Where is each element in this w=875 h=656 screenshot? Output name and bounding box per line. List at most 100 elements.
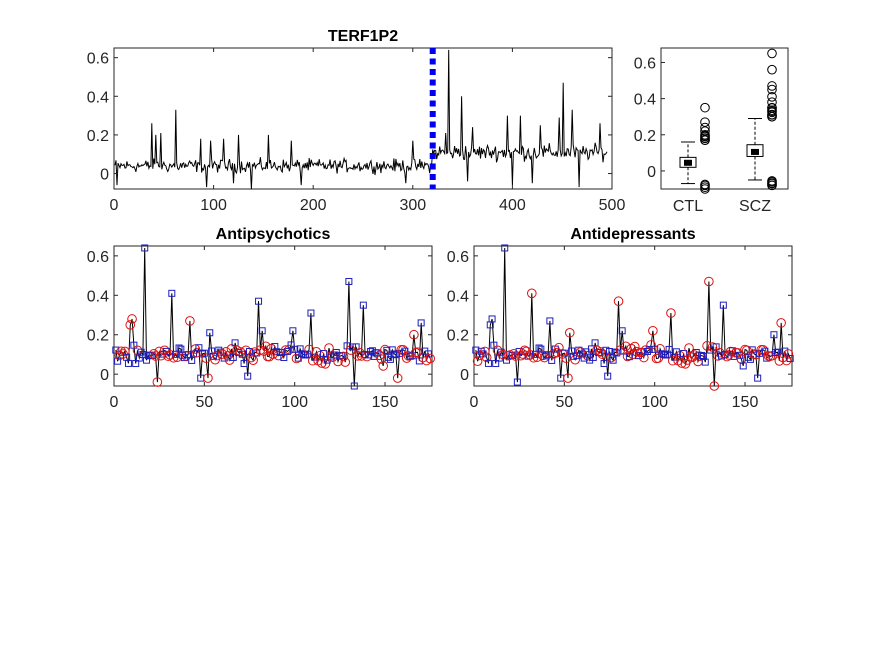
antidepressants-square-marker: [662, 351, 670, 359]
antidepressants-square-marker: [671, 353, 679, 361]
antipsychotics-square-marker: [349, 343, 356, 351]
box-outlier: [700, 184, 710, 194]
antipsychotics-square-marker: [171, 350, 179, 358]
antidepressants-xtick-label: 50: [555, 394, 573, 411]
antidepressants-circle-marker: [725, 346, 736, 357]
antidepressants-circle-marker: [570, 354, 580, 365]
box-ytick-label: 0: [647, 164, 656, 181]
antidepressants-square-marker: [625, 353, 633, 361]
antipsychotics-circle-marker: [409, 329, 419, 340]
antidepressants-square-marker: [663, 350, 671, 358]
antidepressants-frame: [473, 245, 793, 387]
antipsychotics-square-marker: [417, 319, 425, 327]
antidepressants-square-marker: [569, 352, 577, 360]
main-ytick-label: 0.6: [87, 51, 109, 68]
antipsychotics-circle-marker: [120, 346, 130, 357]
antidepressants-square-marker: [492, 360, 500, 368]
antipsychotics-square-marker: [206, 329, 214, 337]
antipsychotics-square-marker: [229, 353, 237, 361]
box-outlier: [767, 48, 777, 59]
antipsychotics-square-marker: [200, 349, 208, 357]
antipsychotics-circle-marker: [340, 357, 351, 367]
antidepressants-square-marker: [781, 347, 789, 355]
antipsychotics-square-marker: [298, 350, 306, 358]
antidepressants-circle-marker: [622, 351, 633, 362]
antidepressants-square-marker: [535, 344, 543, 352]
antipsychotics-circle-marker: [425, 353, 435, 364]
antipsychotics-square-marker: [280, 354, 288, 362]
antipsychotics-square-marker: [395, 349, 403, 357]
antidepressants-circle-marker: [684, 343, 694, 353]
antipsychotics-square-marker: [175, 344, 183, 352]
antidepressants-square-marker: [611, 348, 619, 356]
antidepressants-ytick-label: 0: [460, 367, 469, 384]
antipsychotics-circle-marker: [291, 353, 302, 364]
main-xtick-label: 500: [599, 197, 626, 214]
antidepressants-circle-marker: [695, 351, 705, 361]
antidepressants-circle-marker: [751, 349, 761, 360]
antipsychotics-square-marker: [287, 341, 295, 349]
antipsychotics-circle-marker: [125, 320, 136, 330]
antidepressants-circle-marker: [613, 296, 624, 307]
main-frame: [113, 47, 613, 190]
antipsychotics-square-marker: [246, 348, 254, 356]
box-outlier: [700, 117, 710, 127]
antipsychotics-title: Antipsychotics: [216, 226, 331, 243]
antidepressants-square-marker: [770, 331, 778, 339]
antipsychotics-circle-marker: [324, 343, 334, 353]
antipsychotics-circle-marker: [307, 355, 318, 366]
antidepressants-square-marker: [548, 356, 556, 364]
antipsychotics-square-marker: [311, 353, 319, 361]
box-outlier: [767, 107, 777, 118]
antidepressants-square-marker: [754, 374, 762, 382]
antipsychotics-xtick-label: 0: [110, 394, 119, 411]
antipsychotics-square-marker: [271, 343, 279, 351]
antipsychotics-circle-marker: [260, 341, 271, 352]
antipsychotics-square-marker: [367, 348, 375, 356]
antipsychotics-square-marker: [359, 301, 367, 309]
antipsychotics-square-marker: [208, 347, 216, 355]
main-series-line: [114, 49, 608, 190]
antidepressants-square-marker: [680, 349, 688, 357]
main-xtick-label: 400: [499, 197, 526, 214]
antipsychotics-circle-marker: [315, 350, 325, 361]
box-outlier: [767, 105, 777, 115]
antidepressants-circle-marker: [472, 356, 483, 367]
antipsychotics-circle-marker: [338, 351, 349, 362]
antidepressants-circle-marker: [774, 356, 785, 366]
antipsychotics-square-marker: [240, 360, 248, 368]
antipsychotics-square-marker: [350, 382, 358, 390]
antipsychotics-circle-marker: [392, 373, 403, 383]
antipsychotics-ytick-label: 0.4: [87, 288, 109, 305]
antipsychotics-circle-marker: [284, 344, 295, 355]
antidepressants-square-marker: [604, 372, 612, 380]
antidepressants-circle-marker: [655, 344, 665, 354]
box-outlier: [767, 84, 777, 95]
antipsychotics-square-marker: [388, 346, 396, 354]
antidepressants-xtick-label: 100: [641, 394, 668, 411]
box-ytick-label: 0.4: [634, 92, 656, 109]
antidepressants-circle-marker: [702, 341, 712, 351]
antidepressants-xtick-label: 150: [732, 394, 759, 411]
antipsychotics-axes: 0 0.2 0.4 0.6 0 50 100 150 Antipsychotics: [87, 226, 435, 411]
antipsychotics-circle-marker: [116, 346, 127, 357]
antidepressants-circle-marker: [631, 346, 642, 357]
box-frame: [660, 47, 789, 190]
antidepressants-circle-marker: [675, 350, 685, 361]
box-outlier: [767, 97, 777, 108]
antipsychotics-square-marker: [392, 351, 400, 359]
antipsychotics-circle-marker: [152, 377, 163, 387]
box-outlier: [767, 178, 777, 188]
antidepressants-circle-marker: [521, 346, 532, 357]
antidepressants-circle-marker: [527, 288, 537, 299]
antipsychotics-circle-marker: [246, 352, 257, 363]
antidepressants-square-marker: [786, 355, 794, 363]
antidepressants-square-marker: [497, 348, 505, 356]
main-ytick-label: 0: [100, 167, 109, 184]
antipsychotics-circle-marker: [148, 349, 159, 359]
antipsychotics-circle-marker: [304, 344, 314, 355]
antipsychotics-circle-marker: [320, 359, 331, 369]
box-median: [751, 148, 759, 155]
box-category-label: SCZ: [739, 198, 771, 215]
antipsychotics-circle-marker: [333, 356, 343, 367]
